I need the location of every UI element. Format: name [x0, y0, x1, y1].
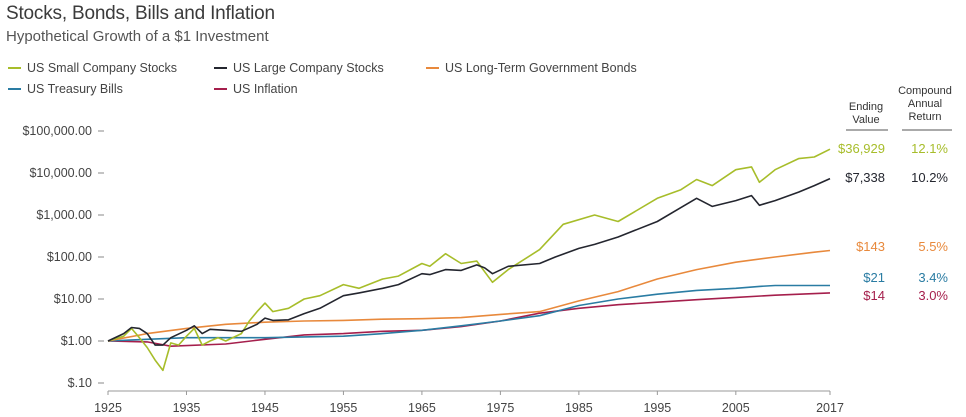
legend-item-inflation: US Inflation	[214, 82, 298, 96]
x-tick-label: 1985	[565, 401, 593, 415]
table-header-cagr: Compound	[898, 85, 952, 97]
x-tick-label: 2005	[722, 401, 750, 415]
chart-subtitle: Hypothetical Growth of a $1 Investment	[6, 28, 269, 45]
y-tick-label: $10,000.00	[29, 166, 92, 180]
compound-return: 3.0%	[918, 288, 948, 303]
legend-item-treasury-bills: US Treasury Bills	[8, 82, 123, 96]
chart-axes: $.10 $1.00 $10.00 $100.00 $1,000.00 $10,000.0…	[22, 124, 843, 415]
x-tick-label: 1975	[486, 401, 514, 415]
legend-swatch	[8, 88, 21, 90]
legend-label: US Inflation	[233, 82, 298, 96]
table-header-ending: Ending	[849, 101, 883, 113]
y-tick-label: $1.00	[61, 334, 92, 348]
x-tick-label: 1945	[251, 401, 279, 415]
ending-value: $7,338	[845, 170, 885, 185]
legend-swatch	[426, 67, 439, 69]
legend-item-gov-bonds: US Long-Term Government Bonds	[426, 61, 637, 75]
chart-series-lines	[107, 148, 831, 372]
compound-return: 12.1%	[911, 141, 948, 156]
legend-item-large-stocks: US Large Company Stocks	[214, 61, 384, 75]
x-tick-label: 2017	[816, 401, 844, 415]
legend-label: US Long-Term Government Bonds	[445, 61, 637, 75]
legend-swatch	[214, 67, 227, 69]
legend-swatch	[214, 88, 227, 90]
y-tick-label: $.10	[68, 376, 92, 390]
legend-label: US Large Company Stocks	[233, 61, 384, 75]
legend-label: US Treasury Bills	[27, 82, 123, 96]
x-tick-label: 1925	[94, 401, 122, 415]
y-tick-label: $100.00	[47, 250, 92, 264]
x-tick-label: 1995	[643, 401, 671, 415]
x-tick-label: 1955	[330, 401, 358, 415]
compound-return: 5.5%	[918, 239, 948, 254]
legend-swatch	[8, 67, 21, 69]
ending-value: $36,929	[838, 141, 885, 156]
ending-value: $14	[863, 288, 885, 303]
series-line	[107, 148, 831, 372]
series-line	[107, 177, 831, 346]
y-tick-label: $1,000.00	[36, 208, 92, 222]
compound-return: 10.2%	[911, 170, 948, 185]
compound-return: 3.4%	[918, 270, 948, 285]
y-tick-label: $10.00	[54, 292, 92, 306]
legend-item-small-stocks: US Small Company Stocks	[8, 61, 177, 75]
table-header-cagr: Return	[908, 111, 941, 123]
y-tick-label: $100,000.00	[22, 124, 92, 138]
ending-value: $143	[856, 239, 885, 254]
table-header-ending: Value	[852, 114, 879, 126]
legend-label: US Small Company Stocks	[27, 61, 178, 75]
ending-value: $21	[863, 270, 885, 285]
series-line	[107, 284, 830, 342]
table-header-cagr: Annual	[908, 98, 942, 110]
x-tick-label: 1965	[408, 401, 436, 415]
chart-title: Stocks, Bonds, Bills and Inflation	[6, 3, 275, 24]
series-line	[107, 249, 831, 342]
x-tick-label: 1935	[173, 401, 201, 415]
